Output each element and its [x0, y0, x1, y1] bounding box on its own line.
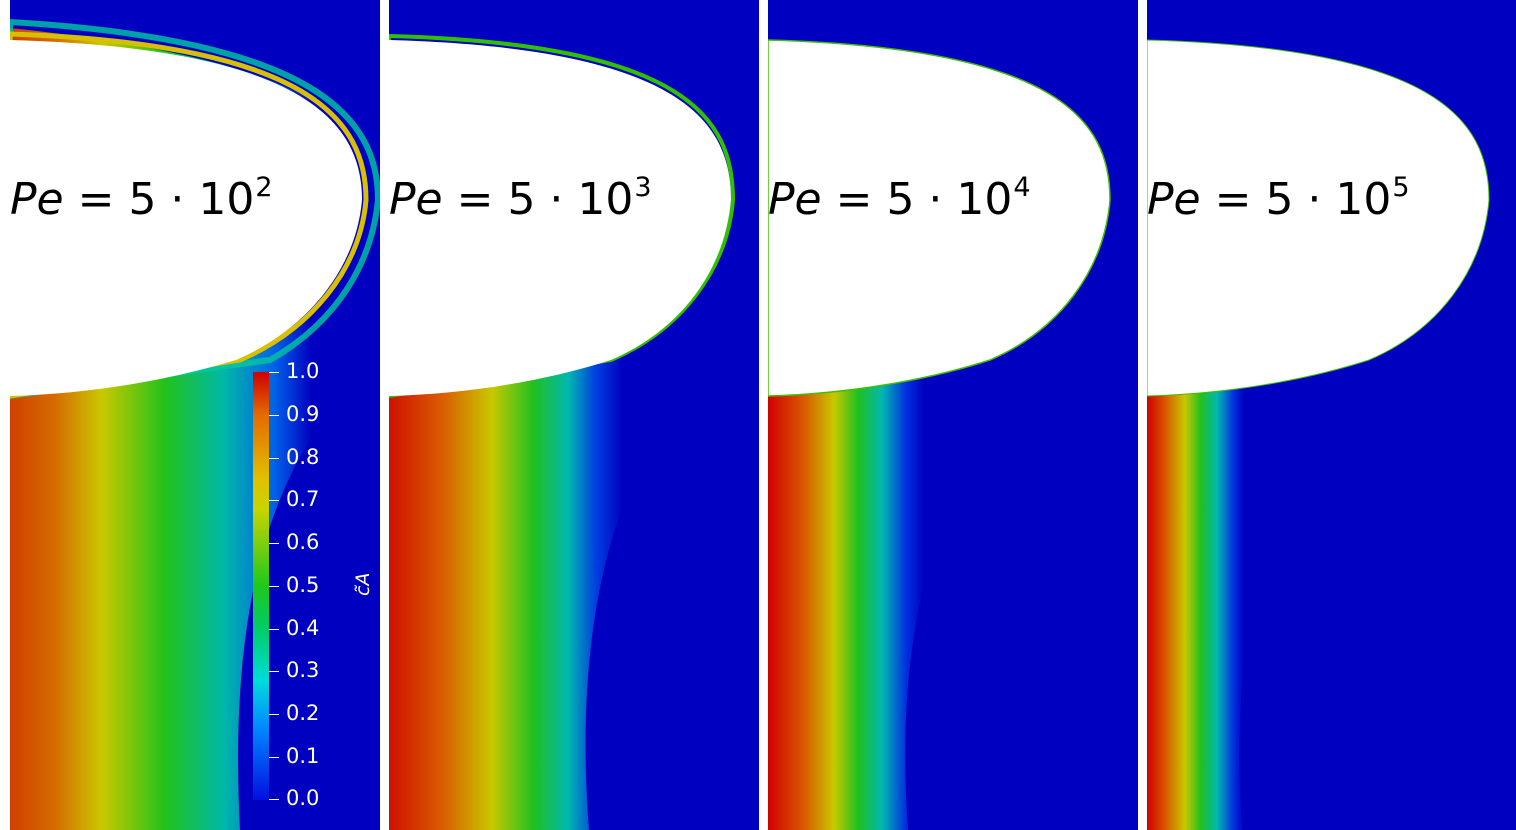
concentration-field — [10, 0, 380, 830]
concentration-field — [768, 0, 1138, 830]
tick-label: 0.7 — [286, 487, 320, 511]
tick-label: 0.6 — [286, 530, 320, 554]
panel-pe-500: Pe = 5 · 102 1.0 0.9 0.8 0.7 0.6 0.5 0.4… — [10, 0, 380, 830]
panel-pe-50000: Pe = 5 · 104 — [768, 0, 1138, 830]
panel-pe-5000: Pe = 5 · 103 — [389, 0, 759, 830]
tick-label: 0.5 — [286, 573, 320, 597]
concentration-field — [1147, 0, 1516, 830]
panel-pe-500000: Pe = 5 · 105 — [1147, 0, 1516, 830]
tick-label: 0.9 — [286, 402, 320, 426]
tick-label: 0.4 — [286, 616, 320, 640]
tick-label: 0.3 — [286, 658, 320, 682]
tick-label: 0.1 — [286, 744, 320, 768]
peclet-label: Pe = 5 · 102 — [10, 172, 273, 225]
colorbar-title: c̃A — [352, 572, 374, 596]
concentration-field — [389, 0, 759, 830]
tick-label: 1.0 — [286, 359, 320, 383]
tick-label: 0.2 — [286, 701, 320, 725]
colorbar — [253, 372, 269, 800]
peclet-label: Pe = 5 · 105 — [1147, 172, 1410, 225]
peclet-label: Pe = 5 · 103 — [389, 172, 652, 225]
tick-label: 0.8 — [286, 445, 320, 469]
peclet-label: Pe = 5 · 104 — [768, 172, 1031, 225]
tick-label: 0.0 — [286, 786, 320, 810]
